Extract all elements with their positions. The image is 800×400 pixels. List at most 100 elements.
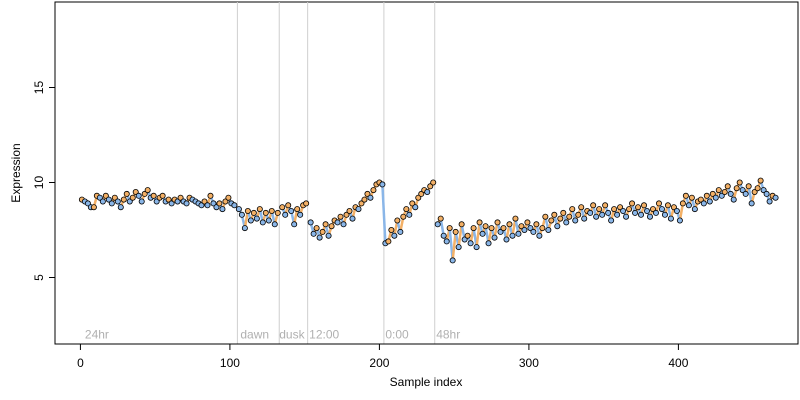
data-point [183, 200, 190, 207]
data-point [325, 232, 332, 239]
data-point [646, 213, 653, 220]
data-point [334, 219, 341, 226]
data-point [500, 225, 507, 232]
data-point [458, 221, 465, 228]
data-point [485, 240, 492, 247]
data-point [548, 217, 555, 224]
data-point [430, 179, 437, 186]
data-point [581, 215, 588, 222]
data-point [84, 200, 91, 207]
data-point [415, 194, 422, 201]
data-point [406, 211, 413, 218]
data-point [527, 225, 534, 232]
section-label: 12:00 [309, 328, 339, 342]
data-point [629, 200, 636, 207]
data-point [763, 190, 770, 197]
data-point [412, 204, 419, 211]
data-point [282, 211, 289, 218]
data-point [198, 202, 205, 209]
data-point [349, 215, 356, 222]
section-label: 0:00 [385, 328, 409, 342]
data-point [358, 200, 365, 207]
data-point [772, 194, 779, 201]
data-point [279, 204, 286, 211]
data-point [379, 181, 386, 188]
data-point [138, 198, 145, 205]
connector-segment [475, 222, 481, 248]
data-point [235, 206, 242, 213]
data-point [434, 221, 441, 228]
data-point [667, 215, 674, 222]
x-tick-label: 300 [519, 356, 539, 370]
data-point [482, 223, 489, 230]
connector-segment [381, 184, 387, 244]
data-point [617, 204, 624, 211]
data-point [114, 198, 121, 205]
data-point [219, 206, 226, 213]
data-point [427, 183, 434, 190]
data-point [424, 188, 431, 195]
data-point [452, 228, 459, 235]
data-point [658, 206, 665, 213]
data-point [337, 213, 344, 220]
data-point [135, 192, 142, 199]
data-point [409, 200, 416, 207]
data-point [129, 194, 136, 201]
data-point [572, 217, 579, 224]
data-point [96, 194, 103, 201]
data-point [307, 219, 314, 226]
x-tick-label: 200 [369, 356, 389, 370]
data-point [388, 226, 395, 233]
data-point [641, 202, 648, 209]
data-point [400, 213, 407, 220]
data-point [649, 206, 656, 213]
data-point [679, 200, 686, 207]
data-point [551, 211, 558, 218]
data-point [473, 244, 480, 251]
data-point [685, 202, 692, 209]
data-point [620, 207, 627, 214]
data-point [730, 196, 737, 203]
data-point [470, 225, 477, 232]
data-point [213, 204, 220, 211]
data-point [437, 215, 444, 222]
section-label: dusk [279, 328, 305, 342]
data-point [700, 200, 707, 207]
data-point [757, 177, 764, 184]
data-point [476, 219, 483, 226]
data-point [268, 207, 275, 214]
data-point [250, 209, 257, 216]
data-point [736, 179, 743, 186]
data-point [201, 198, 208, 205]
data-point [539, 225, 546, 232]
data-point [560, 209, 567, 216]
data-point [479, 230, 486, 237]
data-point [210, 200, 217, 207]
data-point [614, 211, 621, 218]
data-point [316, 234, 323, 241]
data-point [259, 219, 266, 226]
data-point [343, 211, 350, 218]
data-point [177, 194, 184, 201]
data-point [497, 228, 504, 235]
data-point [262, 209, 269, 216]
data-point [403, 206, 410, 213]
data-point [123, 190, 130, 197]
data-point [328, 223, 335, 230]
data-point [294, 206, 301, 213]
data-point [751, 188, 758, 195]
data-point [464, 232, 471, 239]
data-point [346, 207, 353, 214]
data-point [593, 213, 600, 220]
section-labels: 24hr dawn dusk 12:00 0:00 48hr [85, 328, 460, 342]
data-point [661, 211, 668, 218]
data-point [533, 221, 540, 228]
data-point [506, 221, 513, 228]
section-label: 48hr [436, 328, 460, 342]
data-point [554, 223, 561, 230]
data-point [274, 209, 281, 216]
data-point [141, 190, 148, 197]
data-point [418, 190, 425, 197]
x-tick-label: 0 [77, 356, 84, 370]
